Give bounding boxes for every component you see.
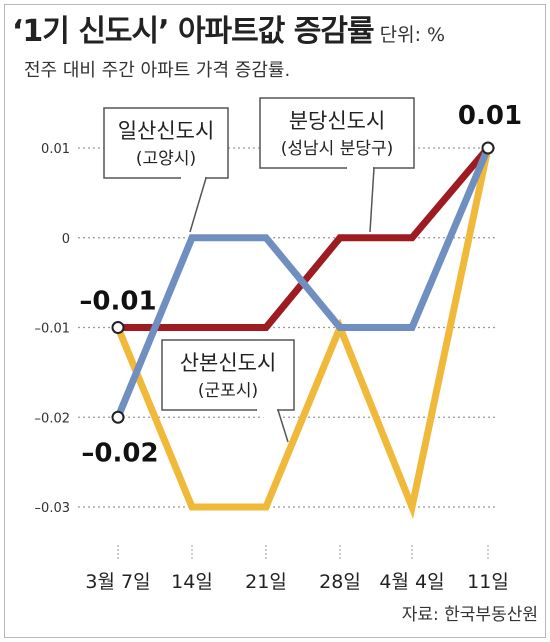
x-tick-label: 14일 [171,571,213,593]
callout-box [103,107,229,179]
callout-series-name: 일산신도시 [118,119,215,143]
unit-label: 단위: % [379,24,446,46]
x-guide-lines [117,545,489,560]
y-tick-label: –0.01 [35,322,70,337]
point-markers [111,141,495,424]
callout-series-name: 분당신도시 [289,109,386,133]
x-axis-ticks: 3월 7일 14일 21일 28일 4월 4일 11일 [85,571,508,593]
callout-series-region: (고양시) [136,149,196,169]
series-line [114,147,492,519]
y-tick-label: 0 [62,232,70,247]
x-tick-label: 4월 4일 [379,571,444,593]
callouts: 일산신도시 (고양시) 분당신도시 (성남시 분당구) 산본신도시 (군포시) [103,97,415,443]
x-tick-label: 3월 7일 [85,571,150,593]
data-label: 0.01 [458,101,522,131]
callout-series-region: (성남시 분당구) [281,139,394,159]
callout-pointer [256,409,289,443]
point-marker [111,321,125,334]
callout-box [161,339,295,411]
callout-pointer [180,177,208,233]
series-line [114,146,492,419]
point-marker [111,410,125,424]
data-label: –0.01 [79,287,156,317]
x-tick-label: 28일 [319,571,361,593]
series-lines [114,145,492,519]
y-tick-label: –0.03 [35,501,70,516]
callout-series-name: 산본신도시 [180,351,277,375]
source-note: 자료: 한국부동산원 [401,605,538,625]
y-tick-label: 0.01 [41,142,70,157]
y-tick-label: –0.02 [35,411,70,426]
x-tick-label: 21일 [245,571,287,593]
callout-series-region: (군포시) [198,381,258,401]
callout-pointer [346,167,375,233]
callout-box [259,97,415,169]
x-tick-label: 11일 [467,571,509,593]
title-text: ‘1기 신도시’ 아파트값 증감률 [12,14,375,49]
data-label: –0.02 [81,438,158,468]
point-marker [481,141,495,155]
data-labels: 0.01 –0.01 –0.02 [79,101,522,468]
chart-subtitle: 전주 대비 주간 아파트 가격 증감률. [24,60,291,81]
y-axis-ticks: 0.01 0 –0.01 –0.02 –0.03 [35,142,70,516]
chart-title: ‘1기 신도시’ 아파트값 증감률 단위: % [12,6,445,50]
